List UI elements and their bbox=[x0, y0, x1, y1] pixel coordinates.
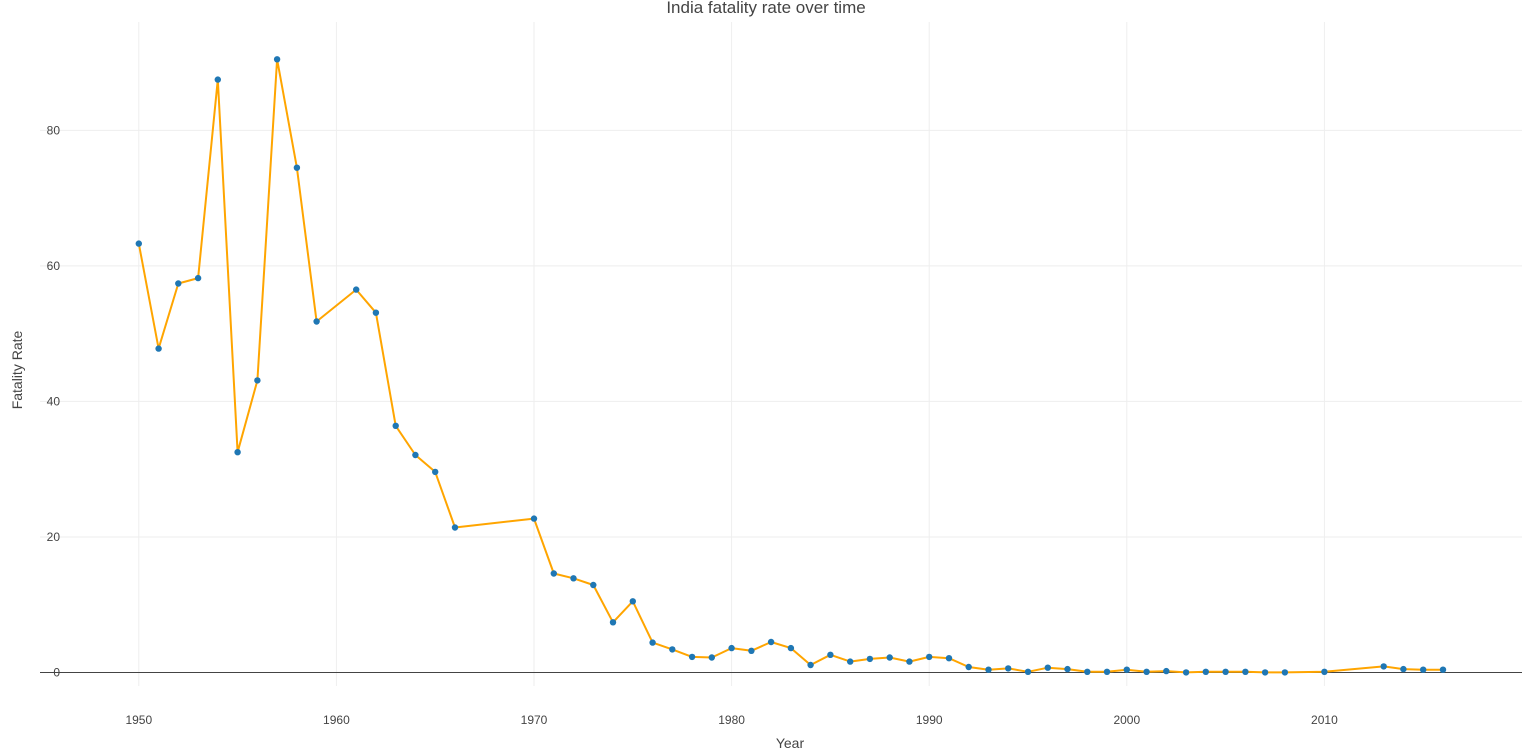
y-gridlines bbox=[40, 129, 1522, 538]
data-point bbox=[728, 644, 735, 652]
data-point bbox=[293, 164, 301, 171]
data-point bbox=[1084, 668, 1091, 675]
data-point bbox=[926, 653, 933, 661]
y-tick-label: 0 bbox=[53, 665, 60, 679]
data-point bbox=[392, 422, 399, 429]
data-point bbox=[1261, 669, 1269, 676]
y-tick-label: 20 bbox=[47, 530, 61, 544]
data-point bbox=[787, 644, 795, 652]
data-point bbox=[432, 468, 439, 476]
data-point bbox=[807, 661, 814, 669]
x-axis-title: Year bbox=[776, 735, 805, 751]
data-point bbox=[570, 575, 577, 582]
data-point bbox=[866, 655, 874, 663]
data-point bbox=[550, 570, 557, 577]
data-point bbox=[847, 658, 854, 665]
data-point bbox=[530, 515, 538, 522]
data-point bbox=[688, 653, 696, 661]
data-point bbox=[1439, 666, 1447, 673]
series-line bbox=[137, 58, 1443, 674]
data-point bbox=[1044, 664, 1052, 671]
x-tick-label: 1970 bbox=[521, 713, 548, 727]
y-tick-labels: 0 20 40 60 80 bbox=[47, 123, 61, 679]
data-point bbox=[135, 240, 142, 247]
data-point bbox=[1182, 669, 1190, 676]
data-point bbox=[965, 663, 972, 671]
data-point bbox=[273, 56, 281, 63]
data-point bbox=[1143, 668, 1150, 675]
data-point bbox=[629, 598, 636, 605]
data-point bbox=[175, 280, 182, 287]
data-point bbox=[669, 646, 676, 653]
data-point bbox=[1380, 663, 1387, 670]
data-point bbox=[1024, 668, 1032, 675]
data-point bbox=[412, 451, 419, 459]
x-tick-label: 1990 bbox=[916, 713, 943, 727]
data-point bbox=[708, 654, 715, 661]
data-point bbox=[1064, 665, 1071, 673]
y-axis-title: Fatality Rate bbox=[9, 330, 25, 409]
data-point bbox=[1281, 669, 1289, 676]
data-point bbox=[945, 655, 953, 662]
data-point bbox=[985, 666, 992, 673]
x-gridlines bbox=[138, 22, 1325, 686]
x-tick-label: 1950 bbox=[125, 713, 152, 727]
data-point bbox=[1400, 665, 1407, 673]
data-point bbox=[1005, 665, 1012, 672]
data-point bbox=[194, 274, 202, 282]
data-point bbox=[234, 449, 241, 456]
y-tick-label: 60 bbox=[47, 259, 61, 273]
y-tick-label: 80 bbox=[47, 123, 61, 137]
data-point bbox=[906, 658, 913, 665]
data-point bbox=[767, 638, 775, 646]
data-point bbox=[827, 651, 834, 658]
x-tick-label: 2010 bbox=[1311, 713, 1338, 727]
data-point bbox=[1202, 668, 1210, 675]
x-tick-label: 2000 bbox=[1113, 713, 1140, 727]
data-point bbox=[1103, 668, 1111, 675]
data-point bbox=[609, 619, 617, 626]
data-point bbox=[1123, 666, 1131, 673]
data-point bbox=[1163, 667, 1170, 675]
x-tick-label: 1960 bbox=[323, 713, 350, 727]
data-point bbox=[451, 524, 459, 531]
data-point bbox=[313, 318, 320, 325]
data-point bbox=[1222, 668, 1229, 675]
data-points bbox=[135, 56, 1447, 676]
data-point bbox=[254, 377, 261, 384]
data-point bbox=[748, 647, 755, 654]
data-point bbox=[372, 309, 380, 316]
y-tick-label: 40 bbox=[47, 394, 61, 408]
x-tick-label: 1980 bbox=[718, 713, 745, 727]
data-point bbox=[1321, 668, 1328, 675]
data-point bbox=[155, 345, 162, 352]
data-point bbox=[590, 581, 597, 589]
data-point bbox=[649, 639, 656, 646]
data-point bbox=[886, 654, 893, 661]
data-point bbox=[353, 286, 360, 293]
data-point bbox=[214, 76, 221, 83]
data-point bbox=[1242, 668, 1249, 675]
x-tick-labels: 1950 1960 1970 1980 1990 2000 2010 bbox=[125, 713, 1338, 727]
chart-title: India fatality rate over time bbox=[666, 0, 865, 17]
data-point bbox=[1420, 666, 1427, 673]
